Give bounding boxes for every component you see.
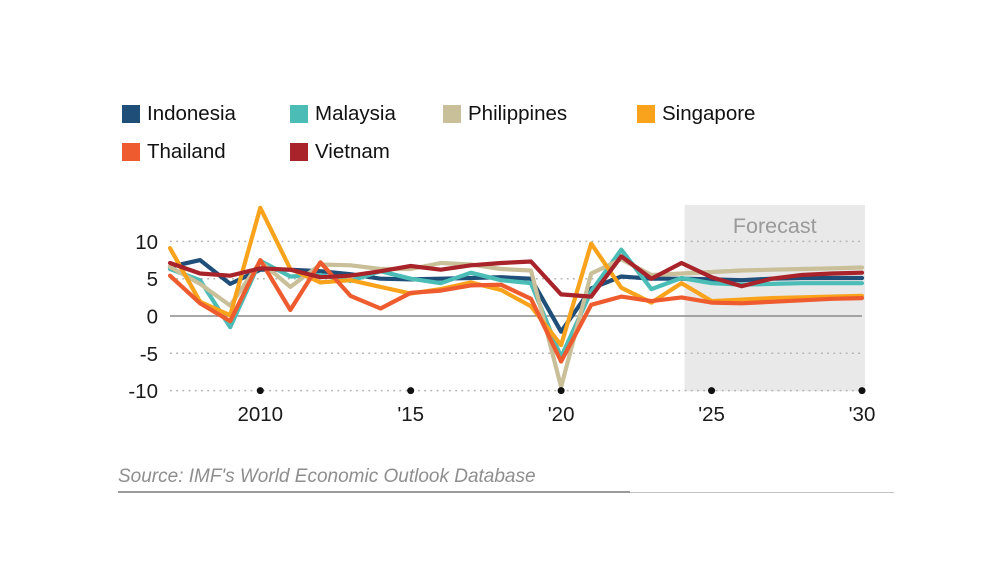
axis-tick-dot-2015 <box>407 387 415 395</box>
legend-swatch-philippines <box>443 105 461 123</box>
x-axis-label-2010: 2010 <box>237 403 283 426</box>
legend-label: Malaysia <box>315 102 396 125</box>
x-axis-label-2030: '30 <box>849 403 876 426</box>
legend-label: Vietnam <box>315 140 390 163</box>
axis-tick-dot-2030 <box>858 387 866 395</box>
y-axis-label-0: 0 <box>147 306 158 329</box>
legend-label: Philippines <box>468 102 568 125</box>
legend-swatch-vietnam <box>290 143 308 161</box>
series-line-vietnam <box>167 254 865 299</box>
x-axis-label-2015: '15 <box>397 403 424 426</box>
legend-swatch-indonesia <box>122 105 140 123</box>
y-axis-label--5: -5 <box>140 343 158 366</box>
legend-swatch-malaysia <box>290 105 308 123</box>
series-line-philippines <box>167 257 865 389</box>
legend-item-vietnam: Vietnam <box>290 140 443 164</box>
source-line: Source: IMF's World Economic Outlook Dat… <box>118 466 894 493</box>
legend-item-philippines: Philippines <box>443 102 637 126</box>
legend-swatch-thailand <box>122 143 140 161</box>
series-line-singapore <box>167 205 865 348</box>
legend-item-malaysia: Malaysia <box>290 102 443 126</box>
legend-item-thailand: Thailand <box>122 140 290 164</box>
y-axis-label-5: 5 <box>147 268 158 291</box>
legend-label: Indonesia <box>147 102 236 125</box>
source-underline <box>118 491 630 493</box>
y-axis-label-10: 10 <box>135 231 158 254</box>
x-axis-label-2020: '20 <box>548 403 575 426</box>
legend-item-indonesia: Indonesia <box>122 102 290 126</box>
x-axis-label-2025: '25 <box>698 403 725 426</box>
legend-swatch-singapore <box>637 105 655 123</box>
legend-item-singapore: Singapore <box>637 102 755 126</box>
axis-tick-dot-2025 <box>708 387 716 395</box>
legend-label: Singapore <box>662 102 756 125</box>
axis-tick-dot-2010 <box>256 387 264 395</box>
forecast-label: Forecast <box>733 214 817 238</box>
series-line-thailand <box>167 258 865 364</box>
legend-label: Thailand <box>147 140 226 163</box>
chart-legend: Indonesia Malaysia Philippines Singapore Tha… <box>122 102 755 164</box>
axis-tick-dot-2020 <box>557 387 565 395</box>
source-text: Source: IMF's World Economic Outlook Dat… <box>118 466 536 487</box>
y-axis-label--10: -10 <box>128 380 158 403</box>
